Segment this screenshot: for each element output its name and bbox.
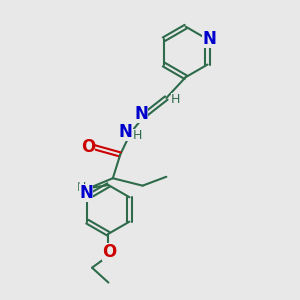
Text: N: N <box>134 105 148 123</box>
Text: H: H <box>171 93 181 106</box>
Text: H: H <box>133 129 142 142</box>
Text: O: O <box>81 138 95 156</box>
Text: H: H <box>77 181 86 194</box>
Text: N: N <box>79 184 93 202</box>
Text: N: N <box>119 123 133 141</box>
Text: N: N <box>202 30 216 48</box>
Text: O: O <box>102 243 116 261</box>
